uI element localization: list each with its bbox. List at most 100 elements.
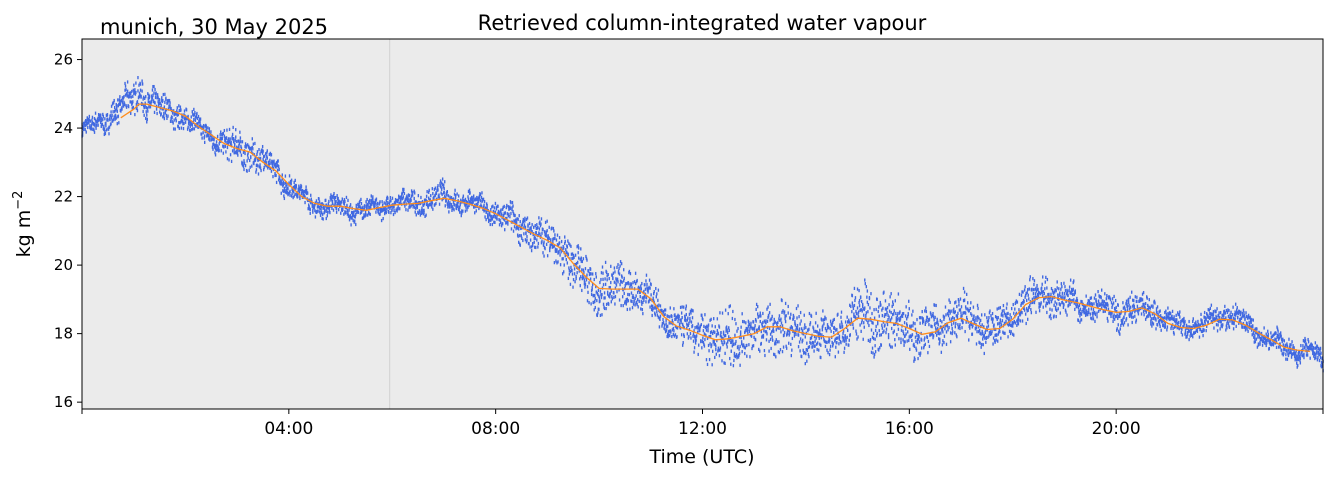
raw-data-point — [853, 312, 855, 316]
raw-data-point — [759, 349, 761, 353]
raw-data-point — [685, 312, 688, 317]
raw-data-point — [1074, 291, 1077, 295]
raw-data-point — [1212, 313, 1215, 317]
raw-data-point — [259, 166, 262, 170]
raw-data-point — [616, 265, 618, 269]
raw-data-point — [481, 198, 484, 203]
raw-data-point — [717, 332, 720, 336]
raw-data-point — [1118, 312, 1120, 316]
raw-data-point — [586, 285, 589, 289]
raw-data-point — [808, 327, 810, 331]
raw-data-point — [836, 327, 838, 332]
raw-data-point — [1000, 336, 1002, 340]
raw-data-point — [120, 98, 123, 102]
raw-data-point — [1126, 305, 1129, 309]
raw-data-point — [725, 329, 727, 333]
raw-data-point — [807, 345, 810, 350]
raw-data-point — [978, 321, 981, 325]
raw-data-point — [645, 279, 647, 283]
raw-data-point — [994, 340, 996, 344]
raw-data-point — [707, 326, 709, 330]
raw-data-point — [1270, 341, 1272, 345]
raw-data-point — [945, 342, 948, 346]
raw-data-point — [270, 169, 273, 173]
raw-data-point — [780, 321, 783, 325]
raw-data-point — [756, 312, 759, 316]
raw-data-point — [738, 347, 740, 351]
raw-data-point — [737, 326, 739, 331]
raw-data-point — [1315, 356, 1317, 360]
raw-data-point — [1227, 318, 1229, 323]
raw-data-point — [892, 312, 894, 317]
raw-data-point — [984, 330, 987, 335]
raw-data-point — [793, 331, 796, 335]
raw-data-point — [297, 195, 299, 199]
raw-data-point — [1129, 295, 1131, 299]
raw-data-point — [453, 192, 456, 196]
raw-data-point — [514, 214, 516, 218]
raw-data-point — [937, 327, 939, 331]
raw-data-point — [213, 138, 215, 142]
raw-data-point — [684, 316, 686, 320]
raw-data-point — [259, 163, 261, 167]
raw-data-point — [955, 314, 958, 318]
raw-data-point — [1147, 314, 1149, 318]
raw-data-point — [594, 293, 596, 298]
raw-data-point — [856, 337, 858, 341]
raw-data-point — [304, 200, 306, 205]
raw-data-point — [1192, 324, 1194, 328]
raw-data-point — [582, 274, 584, 278]
raw-data-point — [853, 286, 856, 291]
raw-data-point — [611, 273, 614, 277]
raw-data-point — [843, 346, 846, 350]
raw-data-point — [781, 324, 784, 328]
raw-data-point — [775, 342, 777, 346]
raw-data-point — [697, 322, 699, 326]
raw-data-point — [283, 194, 285, 198]
raw-data-point — [1191, 333, 1193, 337]
raw-data-point — [487, 219, 490, 224]
raw-data-point — [717, 346, 720, 350]
raw-data-point — [1064, 295, 1066, 299]
raw-data-point — [668, 329, 670, 333]
raw-data-point — [774, 320, 776, 324]
raw-data-point — [1078, 309, 1081, 314]
raw-data-point — [483, 200, 486, 204]
raw-data-point — [200, 132, 203, 136]
raw-data-point — [552, 237, 554, 241]
raw-data-point — [798, 327, 801, 331]
raw-data-point — [1099, 308, 1101, 312]
raw-data-point — [787, 311, 789, 315]
raw-data-point — [500, 212, 503, 216]
raw-data-point — [443, 187, 445, 191]
raw-data-point — [153, 91, 155, 95]
raw-data-point — [803, 313, 805, 317]
raw-data-point — [735, 322, 737, 326]
raw-data-point — [448, 205, 451, 209]
raw-data-point — [449, 196, 452, 201]
raw-data-point — [179, 121, 181, 125]
raw-data-point — [608, 276, 610, 281]
raw-data-point — [119, 102, 122, 106]
raw-data-point — [1005, 316, 1008, 320]
raw-data-point — [780, 317, 782, 321]
raw-data-point — [591, 287, 593, 291]
raw-data-point — [703, 324, 705, 329]
raw-data-point — [665, 322, 667, 326]
raw-data-point — [980, 313, 983, 317]
raw-data-point — [790, 342, 792, 346]
raw-data-point — [410, 204, 412, 208]
raw-data-point — [919, 353, 921, 357]
raw-data-point — [938, 342, 940, 346]
raw-data-point — [1115, 314, 1117, 319]
raw-data-point — [1225, 328, 1227, 332]
raw-data-point — [598, 294, 600, 298]
raw-data-point — [225, 150, 227, 154]
raw-data-point — [642, 300, 644, 304]
raw-data-point — [1226, 310, 1229, 314]
raw-data-point — [276, 168, 279, 172]
raw-data-point — [436, 186, 439, 190]
raw-data-point — [905, 332, 907, 336]
raw-data-point — [1182, 320, 1185, 324]
raw-data-point — [763, 329, 765, 333]
